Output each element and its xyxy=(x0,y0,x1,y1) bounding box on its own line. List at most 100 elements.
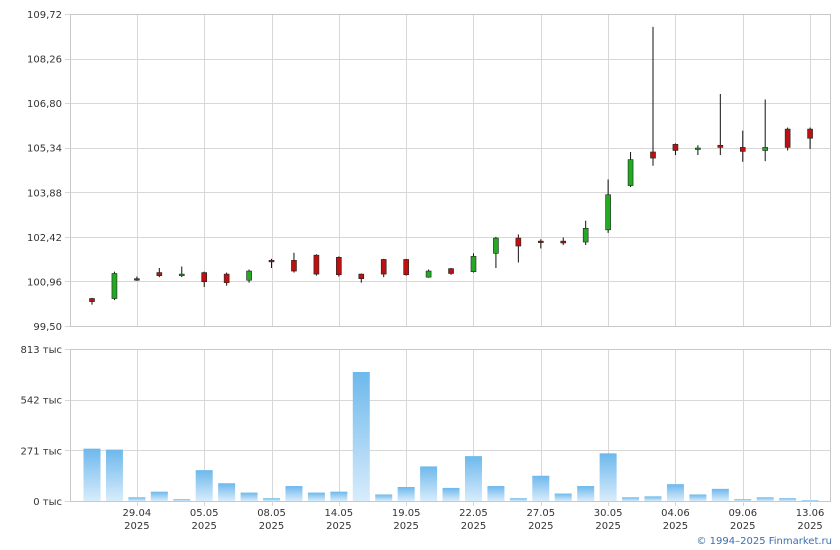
candle-body-up xyxy=(178,273,185,276)
candle-body-down xyxy=(560,240,567,244)
candle-body-up xyxy=(425,270,432,278)
candle xyxy=(582,220,589,246)
volume-tick-label: 542 тыс xyxy=(21,396,62,407)
candle xyxy=(380,258,387,278)
candle-body-down xyxy=(156,272,163,276)
volume-bar xyxy=(801,500,819,501)
candle xyxy=(268,258,275,268)
volume-bar xyxy=(599,453,617,501)
x-tick-label-year: 2025 xyxy=(461,521,486,532)
x-tick-label-year: 2025 xyxy=(393,521,418,532)
volume-tick-label: 0 тыс xyxy=(33,497,62,508)
candle-body-up xyxy=(695,147,701,150)
x-tick-label-date: 08.05 xyxy=(257,508,286,519)
volume-bar xyxy=(105,449,123,501)
x-tick-label-date: 04.06 xyxy=(661,508,690,519)
candle xyxy=(695,145,701,156)
candle xyxy=(425,269,432,278)
candle xyxy=(448,267,454,275)
volume-bar xyxy=(554,493,572,501)
volume-tick-label: 813 тыс xyxy=(21,345,62,356)
candle xyxy=(134,276,140,281)
volume-bar xyxy=(577,486,595,501)
volume-bar xyxy=(622,497,640,501)
x-tick-label-date: 14.05 xyxy=(325,508,354,519)
candle-body-down xyxy=(515,237,522,247)
candle-body-down xyxy=(739,147,746,152)
volume-bar xyxy=(195,470,213,501)
candle xyxy=(358,273,365,283)
candle-body-down xyxy=(268,260,275,263)
candle-body-up xyxy=(762,147,769,151)
volume-bar xyxy=(711,488,729,501)
x-tick-label-year: 2025 xyxy=(528,521,553,532)
x-tick-label-year: 2025 xyxy=(730,521,755,532)
volume-bar xyxy=(397,486,415,501)
x-tick-label-year: 2025 xyxy=(124,521,149,532)
candle xyxy=(672,143,679,156)
candle xyxy=(223,272,230,286)
price-frame xyxy=(70,14,831,327)
candle-body-down xyxy=(89,298,95,302)
volume-frame xyxy=(70,349,831,502)
candle-body-down xyxy=(223,273,230,283)
volume-bar xyxy=(464,456,482,501)
candle-body-down xyxy=(134,278,140,281)
volume-bar xyxy=(487,486,505,501)
candle-body-up xyxy=(111,273,118,299)
candle xyxy=(784,127,791,151)
x-tick-label-year: 2025 xyxy=(663,521,688,532)
price-tick-label: 103,88 xyxy=(27,188,62,199)
volume-bar xyxy=(666,484,684,501)
volume-bar xyxy=(352,371,370,501)
candle xyxy=(515,234,522,263)
candle xyxy=(403,258,409,276)
volume-bar xyxy=(779,498,797,501)
x-tick-label-year: 2025 xyxy=(326,521,351,532)
candle xyxy=(493,236,499,268)
candle-body-up xyxy=(627,159,634,186)
volume-bar xyxy=(375,494,393,501)
candle xyxy=(650,26,656,166)
candle-body-down xyxy=(537,240,544,243)
candle-body-down xyxy=(201,272,207,283)
candle-body-down xyxy=(380,259,387,275)
candle xyxy=(178,266,185,278)
candle xyxy=(291,252,297,273)
candle-body-down xyxy=(336,257,342,276)
x-tick-label-date: 30.05 xyxy=(594,508,623,519)
candle xyxy=(336,256,342,277)
volume-tick-label: 271 тыс xyxy=(21,446,62,457)
candle-body-up xyxy=(470,256,477,272)
price-tick-label: 106,80 xyxy=(27,99,62,110)
candle-body-down xyxy=(650,151,656,159)
price-tick-label: 105,34 xyxy=(27,144,62,155)
volume-bar xyxy=(240,492,258,501)
volume-bar xyxy=(173,499,191,501)
candle-body-down xyxy=(403,259,409,276)
candle-body-down xyxy=(313,254,320,275)
candle xyxy=(89,297,95,305)
volume-bar xyxy=(307,492,325,501)
candle-body-up xyxy=(493,237,499,254)
x-tick-label-date: 19.05 xyxy=(392,508,421,519)
candle-body-up xyxy=(605,194,611,231)
volume-bar xyxy=(150,491,168,501)
volume-bar xyxy=(83,448,101,501)
x-tick-label-date: 27.05 xyxy=(526,508,555,519)
x-tick-label-year: 2025 xyxy=(595,521,620,532)
copyright-credit[interactable]: © 1994–2025 Finmarket.ru xyxy=(696,536,832,547)
price-tick-label: 108,26 xyxy=(27,55,62,66)
candle-body-down xyxy=(358,273,365,279)
candle-body-up xyxy=(582,228,589,243)
volume-bar xyxy=(756,497,774,501)
volume-bar xyxy=(532,475,550,501)
candle xyxy=(111,271,118,301)
candle xyxy=(762,99,769,162)
x-tick-label-year: 2025 xyxy=(259,521,284,532)
candle xyxy=(201,271,207,287)
x-tick-label-year: 2025 xyxy=(797,521,822,532)
candle xyxy=(537,239,544,249)
candle-body-down xyxy=(448,268,454,274)
